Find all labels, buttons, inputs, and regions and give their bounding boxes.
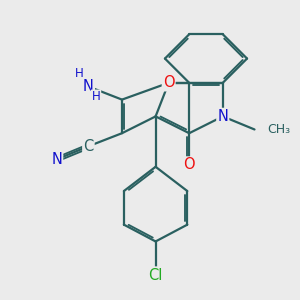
Text: H: H — [92, 91, 100, 103]
Text: N: N — [83, 79, 94, 94]
Text: C: C — [83, 139, 94, 154]
Text: CH₃: CH₃ — [268, 123, 291, 136]
Text: N: N — [217, 109, 228, 124]
Text: Cl: Cl — [148, 268, 163, 283]
Text: O: O — [163, 75, 175, 90]
Text: N: N — [51, 152, 62, 167]
Text: O: O — [183, 158, 195, 172]
Text: H: H — [75, 67, 83, 80]
